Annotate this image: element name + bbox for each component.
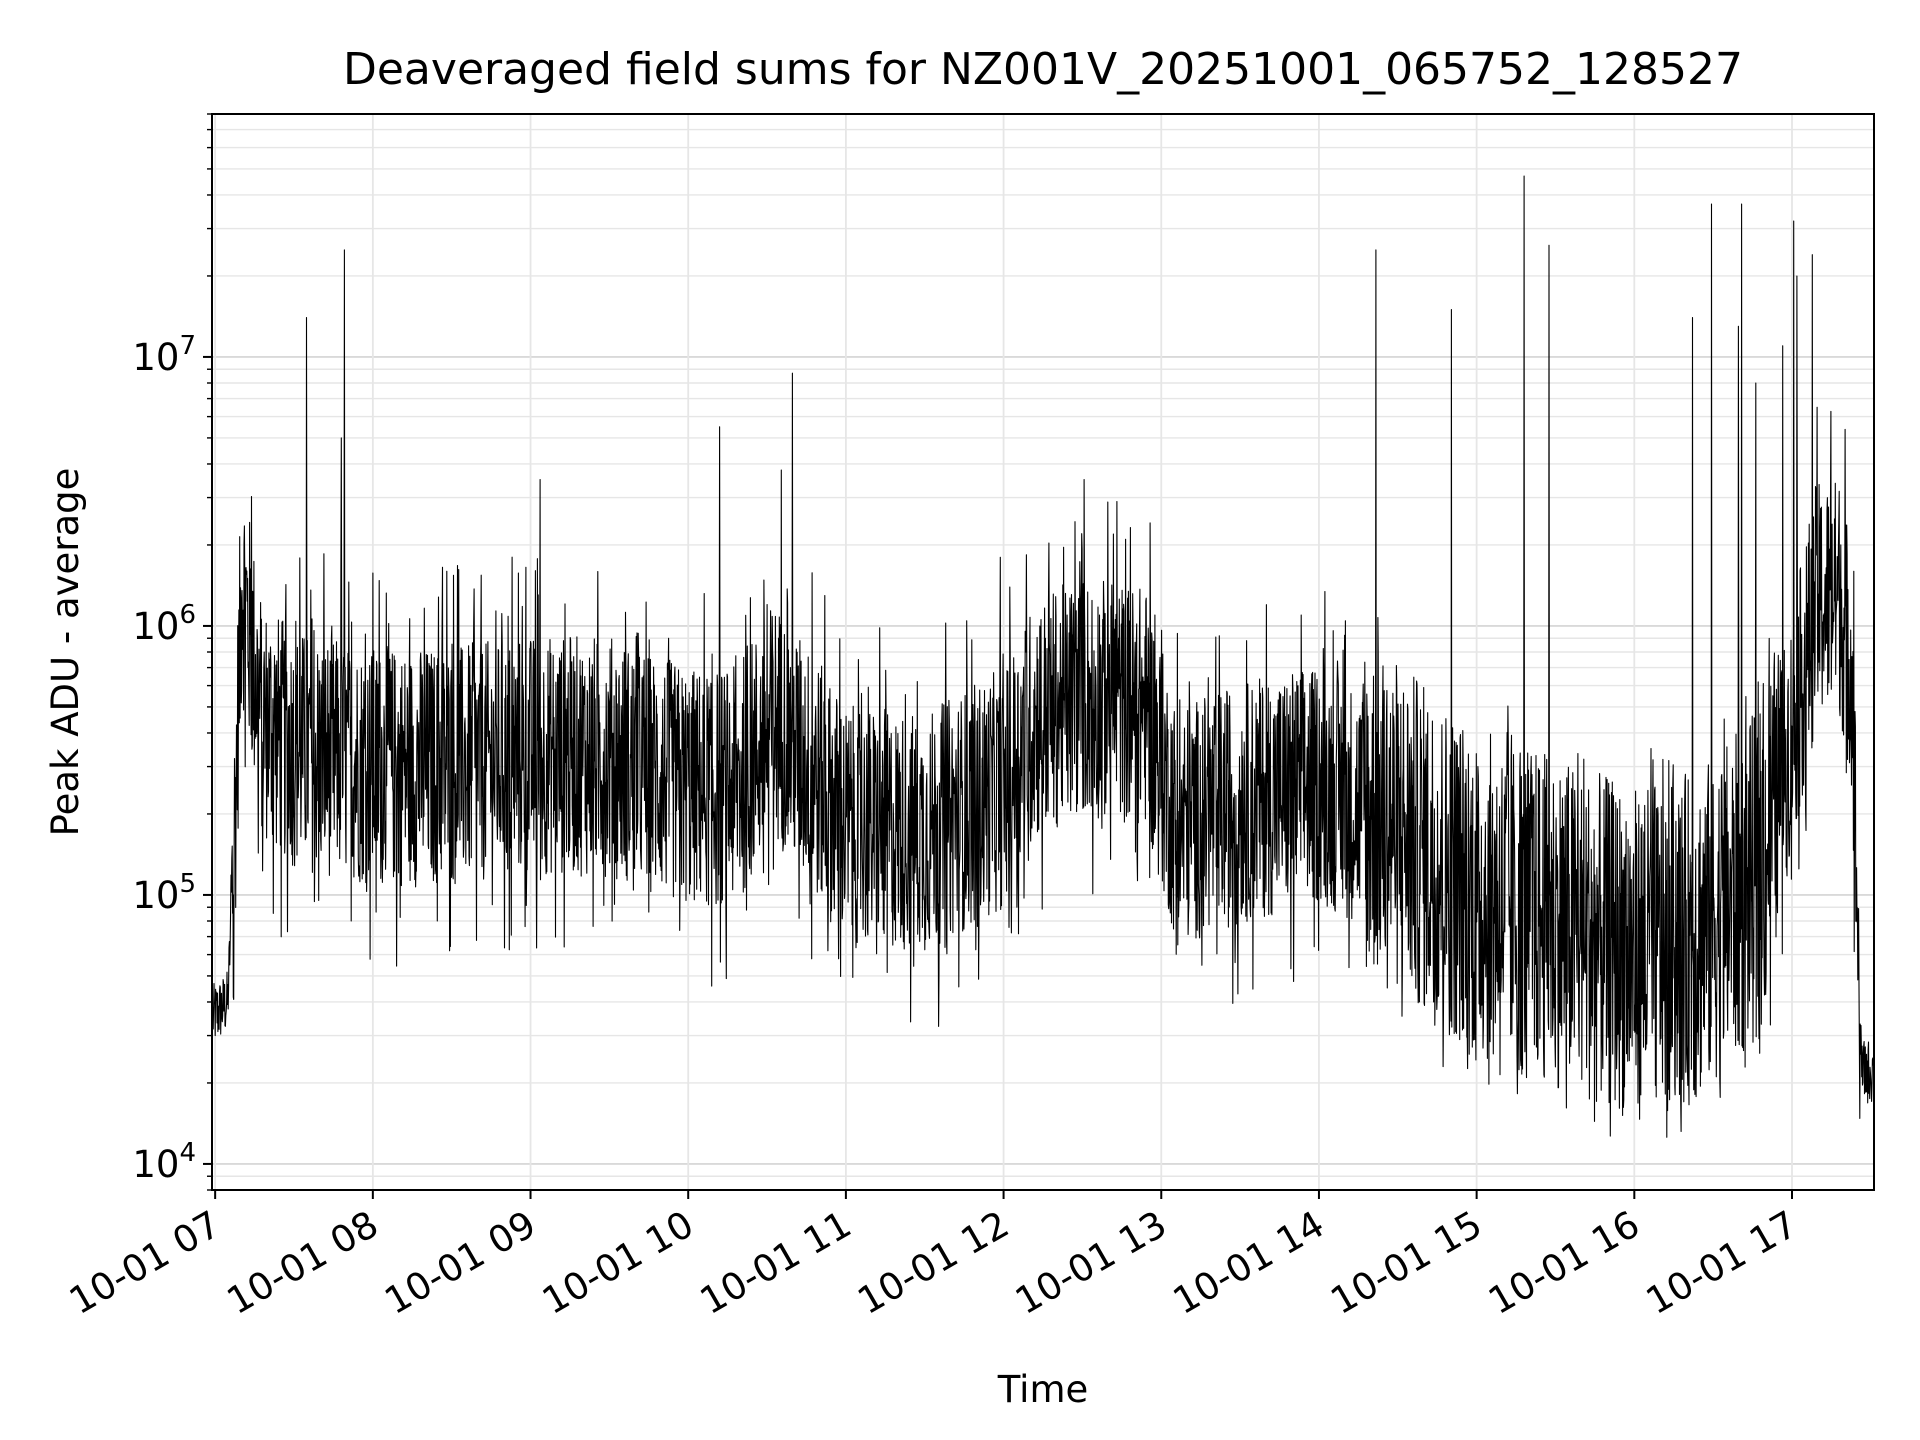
y-tick-label: 104 <box>132 1138 196 1186</box>
series-line <box>212 175 1874 1138</box>
y-tick-label: 106 <box>132 600 196 648</box>
chart-title: Deaveraged field sums for NZ001V_2025100… <box>343 44 1743 95</box>
y-tick-label: 107 <box>132 331 196 379</box>
y-axis-label: Peak ADU - average <box>44 468 87 837</box>
y-tick-label: 105 <box>132 869 196 917</box>
series-layer <box>212 175 1874 1138</box>
x-axis-label: Time <box>997 1368 1089 1411</box>
